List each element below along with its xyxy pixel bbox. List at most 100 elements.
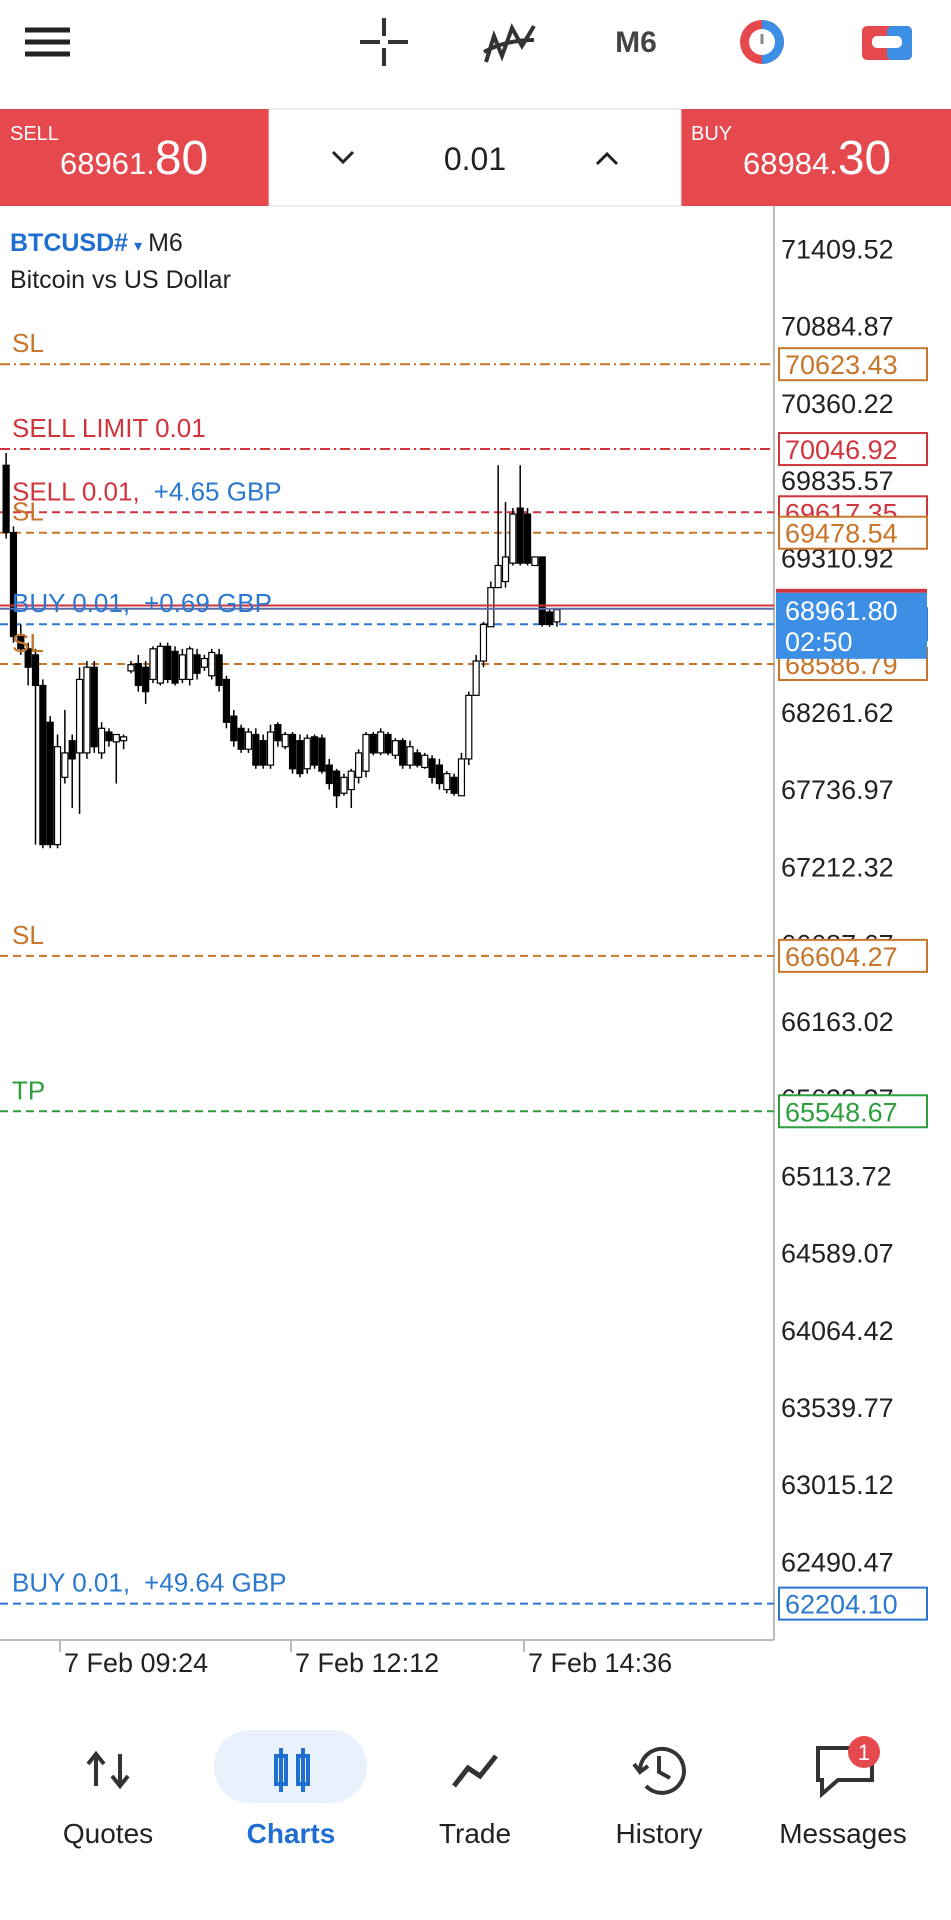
level-price: 65548.67 xyxy=(785,1097,898,1127)
candle-body xyxy=(171,650,179,684)
candle-body xyxy=(450,776,458,794)
y-tick-label: 64064.42 xyxy=(781,1316,894,1346)
level-price-box xyxy=(778,938,928,973)
y-tick-label: 69835.57 xyxy=(781,466,894,496)
timeframe-button[interactable]: M6 xyxy=(615,26,657,59)
y-tick-label: 67736.97 xyxy=(781,775,894,805)
candle-body xyxy=(244,731,253,750)
candle-body xyxy=(39,684,47,846)
x-tick-label: 7 Feb 09:24 xyxy=(64,1648,208,1678)
candle-body xyxy=(61,752,69,778)
objects-button[interactable] xyxy=(740,20,784,64)
bid-price: 68961.80 xyxy=(785,596,898,626)
y-tick-label: 64589.07 xyxy=(781,1239,894,1269)
history-icon[interactable] xyxy=(632,1746,686,1795)
y-tick-label: 62490.47 xyxy=(781,1547,894,1577)
candle-body xyxy=(538,556,546,625)
level-label: SL xyxy=(12,920,44,950)
candle-body xyxy=(296,740,304,775)
level-label: SL xyxy=(12,628,44,658)
candle-body xyxy=(465,694,473,760)
badge xyxy=(848,1736,880,1768)
candle-body xyxy=(178,654,186,681)
lot-value[interactable]: 0.01 xyxy=(444,141,506,177)
level-label: BUY 0.01, xyxy=(12,588,130,618)
level-price: 66604.27 xyxy=(785,942,898,972)
candle-body xyxy=(105,731,113,742)
candle-body xyxy=(193,654,201,674)
x-tick-label: 7 Feb 12:12 xyxy=(295,1648,439,1678)
candle-body xyxy=(545,611,554,625)
level-price-box xyxy=(778,432,928,467)
candle-body xyxy=(340,776,348,794)
sell-button[interactable] xyxy=(0,109,269,206)
level-profit: +0.69 GBP xyxy=(144,588,272,618)
level-price: 70623.43 xyxy=(785,350,898,380)
level-price: 69478.54 xyxy=(785,519,898,549)
candle-body xyxy=(97,727,106,754)
candle-body xyxy=(266,731,275,766)
sell-price-pips: 80 xyxy=(155,132,208,185)
nav: Quotes Charts Trade History Messages xyxy=(63,1818,907,1849)
buy-price: 68984.30 xyxy=(743,132,891,185)
candle-body xyxy=(9,531,18,638)
candle-body xyxy=(53,746,62,846)
sell-label: SELL xyxy=(10,123,59,145)
nav-label[interactable]: Quotes xyxy=(63,1818,153,1849)
level-profit: +49.64 GBP xyxy=(144,1568,286,1598)
candle-body xyxy=(310,736,319,766)
y-tick-label: 71409.52 xyxy=(781,234,894,264)
indicators-button[interactable] xyxy=(483,23,536,63)
candle-body xyxy=(90,666,98,748)
candle-body xyxy=(399,740,407,766)
trade-icon[interactable] xyxy=(452,1754,498,1788)
quotes-icon[interactable] xyxy=(86,1750,130,1790)
candle-body xyxy=(413,752,421,766)
nav-label[interactable]: Messages xyxy=(779,1818,907,1849)
level-price: 62204.10 xyxy=(785,1590,898,1620)
candle-body xyxy=(259,740,267,766)
y-tick-label: 68261.62 xyxy=(781,698,894,728)
candle-body xyxy=(457,758,466,797)
charts-icon[interactable] xyxy=(274,1748,310,1792)
level-price-box xyxy=(778,515,928,550)
level-label: SL xyxy=(12,328,44,358)
candle-body xyxy=(443,773,451,791)
buy-button[interactable] xyxy=(681,109,951,206)
candle-body xyxy=(531,556,539,567)
lot-increase[interactable] xyxy=(595,151,619,166)
candle-body xyxy=(369,733,377,754)
level-price: 70046.92 xyxy=(785,435,898,465)
candle-body xyxy=(487,586,495,628)
active-tab-highlight xyxy=(214,1730,367,1803)
candle-body xyxy=(222,678,231,723)
candle-body xyxy=(355,752,363,778)
y-tick-label: 70360.22 xyxy=(781,389,894,419)
level-price-box xyxy=(778,347,928,382)
level-profit: +4.65 GBP xyxy=(154,476,282,506)
nav-label[interactable]: Trade xyxy=(439,1818,511,1849)
level-label: SL xyxy=(12,497,44,527)
candle-body xyxy=(501,556,510,583)
bid-price-box xyxy=(776,592,927,659)
trade-button[interactable] xyxy=(862,26,912,60)
lot-decrease[interactable] xyxy=(331,150,355,165)
candle-body xyxy=(428,758,436,778)
candle-body xyxy=(347,770,355,791)
sell-price: 68961.80 xyxy=(60,132,208,185)
symbol-dropdown[interactable]: ▾ xyxy=(134,238,142,255)
candle-body xyxy=(318,737,326,772)
y-tick-label: 63539.77 xyxy=(781,1393,894,1423)
candle-body xyxy=(553,609,561,623)
candle-body xyxy=(509,513,517,564)
nav-label[interactable]: Charts xyxy=(247,1818,336,1849)
menu-button[interactable] xyxy=(25,27,70,57)
nav-label[interactable]: History xyxy=(615,1818,702,1849)
crosshair-button[interactable] xyxy=(360,18,408,66)
y-tick-label: 70884.87 xyxy=(781,312,894,342)
candle-body xyxy=(17,635,25,650)
plot xyxy=(0,363,774,1605)
level-price-box xyxy=(778,1586,928,1621)
candle-body xyxy=(523,513,532,564)
